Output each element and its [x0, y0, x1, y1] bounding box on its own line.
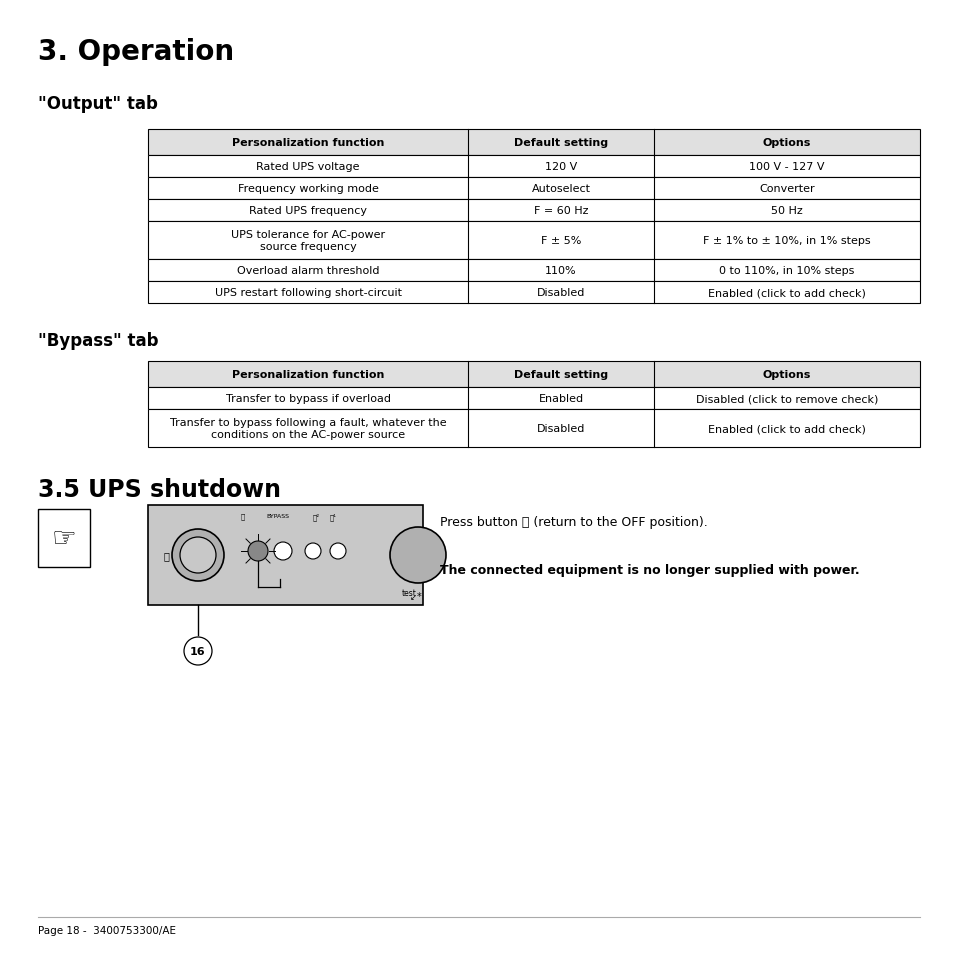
Bar	[148, 156, 919, 178]
Text: "Bypass" tab: "Bypass" tab	[38, 332, 158, 350]
Text: ↙: ↙	[409, 593, 416, 601]
Bar	[148, 222, 468, 260]
Bar	[468, 361, 653, 388]
Text: Options: Options	[761, 370, 810, 379]
Bar	[468, 200, 653, 222]
Text: ☞: ☞	[51, 524, 76, 553]
Text: Enabled: Enabled	[537, 394, 583, 403]
Bar	[468, 260, 653, 282]
Text: *: *	[416, 592, 421, 601]
Text: Frequency working mode: Frequency working mode	[237, 184, 378, 193]
Text: Default setting: Default setting	[514, 370, 607, 379]
Bar	[653, 130, 919, 156]
Text: 3.5 UPS shutdown: 3.5 UPS shutdown	[38, 477, 281, 501]
Text: Converter: Converter	[759, 184, 814, 193]
Bar	[468, 178, 653, 200]
Circle shape	[248, 541, 268, 561]
Circle shape	[390, 527, 446, 583]
Bar	[148, 200, 919, 222]
Text: 50 Hz: 50 Hz	[770, 206, 801, 215]
Text: Ⓜ²: Ⓜ²	[313, 513, 319, 520]
Text: source frequency: source frequency	[259, 242, 356, 253]
Bar	[148, 130, 919, 156]
Circle shape	[305, 543, 320, 559]
Bar	[148, 130, 468, 156]
Bar	[468, 282, 653, 304]
Bar	[653, 178, 919, 200]
Bar	[653, 410, 919, 448]
Text: 16: 16	[190, 646, 206, 657]
Text: conditions on the AC-power source: conditions on the AC-power source	[211, 430, 405, 440]
Text: Disabled: Disabled	[537, 423, 584, 434]
Text: Autoselect: Autoselect	[531, 184, 590, 193]
Bar	[653, 200, 919, 222]
Bar	[38, 510, 90, 567]
Text: Press button Ⓐ (return to the OFF position).: Press button Ⓐ (return to the OFF positi…	[439, 516, 707, 529]
Bar	[148, 388, 919, 410]
Text: Disabled: Disabled	[537, 288, 584, 297]
Bar	[468, 130, 653, 156]
Circle shape	[330, 543, 346, 559]
Bar	[653, 156, 919, 178]
Bar	[148, 282, 919, 304]
Text: UPS tolerance for AC-power: UPS tolerance for AC-power	[231, 230, 385, 239]
Circle shape	[274, 542, 292, 560]
Text: Disabled (click to remove check): Disabled (click to remove check)	[695, 394, 877, 403]
Bar	[653, 260, 919, 282]
Bar	[148, 361, 468, 388]
Text: Transfer to bypass if overload: Transfer to bypass if overload	[226, 394, 391, 403]
Text: F ± 1% to ± 10%, in 1% steps: F ± 1% to ± 10%, in 1% steps	[702, 235, 870, 246]
Bar	[653, 361, 919, 388]
Text: 120 V: 120 V	[544, 162, 577, 172]
Text: ⏻: ⏻	[163, 551, 169, 560]
Text: Ⓜ¹: Ⓜ¹	[329, 513, 336, 520]
Bar	[148, 178, 919, 200]
Circle shape	[184, 638, 212, 665]
Text: BYPASS: BYPASS	[266, 514, 289, 518]
Bar	[148, 388, 468, 410]
Bar	[653, 388, 919, 410]
Text: 110%: 110%	[544, 266, 577, 275]
Text: UPS restart following short-circuit: UPS restart following short-circuit	[214, 288, 401, 297]
Circle shape	[180, 537, 215, 574]
Text: F ± 5%: F ± 5%	[540, 235, 580, 246]
Text: Options: Options	[761, 138, 810, 148]
Bar	[148, 156, 468, 178]
Text: Enabled (click to add check): Enabled (click to add check)	[707, 288, 865, 297]
Bar	[148, 200, 468, 222]
Bar	[148, 260, 468, 282]
Bar	[468, 410, 653, 448]
Text: Rated UPS frequency: Rated UPS frequency	[249, 206, 367, 215]
Text: Rated UPS voltage: Rated UPS voltage	[256, 162, 359, 172]
Bar	[653, 282, 919, 304]
Bar	[148, 410, 919, 448]
Text: "Output" tab: "Output" tab	[38, 95, 157, 112]
Text: Default setting: Default setting	[514, 138, 607, 148]
Text: 3. Operation: 3. Operation	[38, 38, 233, 66]
Circle shape	[172, 530, 224, 581]
Text: ⬛: ⬛	[240, 513, 245, 519]
Bar	[468, 156, 653, 178]
Bar	[468, 388, 653, 410]
Bar	[653, 222, 919, 260]
Bar	[148, 260, 919, 282]
Bar	[148, 361, 919, 388]
Bar	[468, 222, 653, 260]
Text: Page 18 -  3400753300/AE: Page 18 - 3400753300/AE	[38, 925, 175, 935]
Text: F = 60 Hz: F = 60 Hz	[534, 206, 588, 215]
Text: 100 V - 127 V: 100 V - 127 V	[748, 162, 823, 172]
Text: The connected equipment is no longer supplied with power.: The connected equipment is no longer sup…	[439, 563, 859, 577]
Text: Transfer to bypass following a fault, whatever the: Transfer to bypass following a fault, wh…	[170, 417, 446, 427]
Text: Enabled (click to add check): Enabled (click to add check)	[707, 423, 865, 434]
Bar	[148, 222, 919, 260]
Bar	[148, 410, 468, 448]
Text: test: test	[401, 589, 416, 598]
Text: Personalization function: Personalization function	[232, 370, 384, 379]
Bar	[148, 505, 422, 605]
Text: 0 to 110%, in 10% steps: 0 to 110%, in 10% steps	[719, 266, 854, 275]
Text: Overload alarm threshold: Overload alarm threshold	[236, 266, 379, 275]
Text: Personalization function: Personalization function	[232, 138, 384, 148]
Bar	[148, 178, 468, 200]
Bar	[148, 282, 468, 304]
